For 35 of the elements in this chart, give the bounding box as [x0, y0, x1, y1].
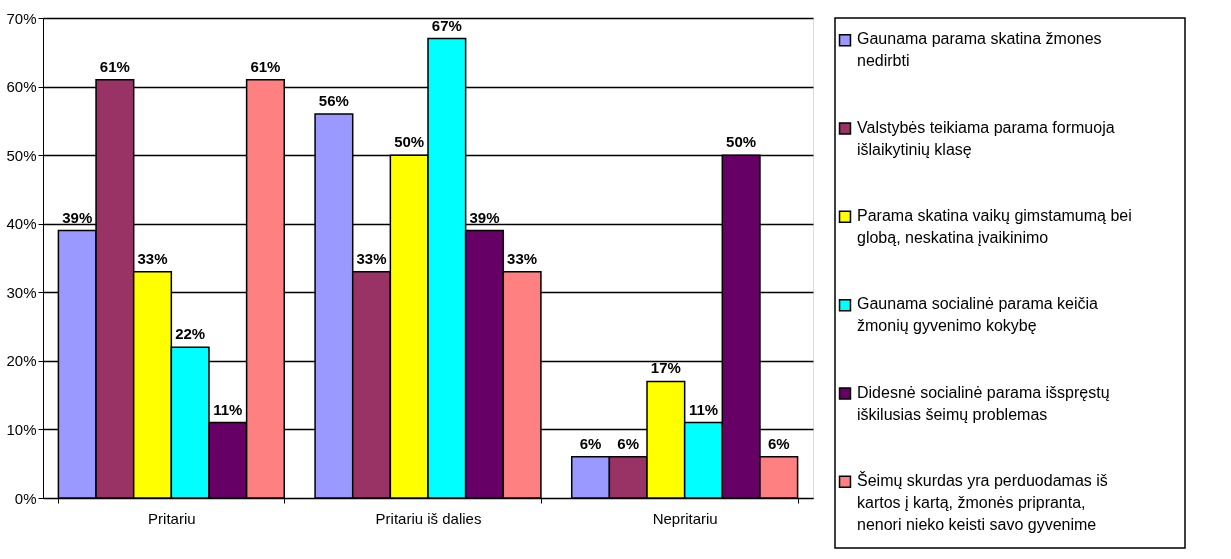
data-label: 61% [99, 57, 130, 75]
data-label: 6% [579, 434, 602, 452]
data-label: 6% [617, 434, 640, 452]
data-label: 6% [767, 434, 790, 452]
data-label: 39% [469, 208, 500, 226]
data-label: 61% [250, 57, 281, 75]
data-label: 56% [318, 92, 349, 109]
data-label: 33% [507, 249, 538, 267]
y-tick-label: 40% [6, 215, 37, 233]
legend-label: Gaunama parama skatina žmones nedirbti [857, 30, 1102, 70]
legend-label: Gaunama socialinė parama keičia žmonių gyvenimo kokybę [857, 295, 1099, 335]
x-tick-label: Pritariu [148, 509, 196, 527]
y-tick-label: 50% [6, 146, 37, 164]
legend-label: Šeimų skurdas yra perduodamas iš kartos į kartą, žmonės pripranta, nenori nieko keisti savo gyvenime [857, 470, 1108, 533]
legend-label: Didesnė socialinė parama išspręstų iškilusias šeimų problemas [857, 383, 1110, 423]
legend-label: Valstybės teikiama parama formuoja išlaikytinių klasę [857, 118, 1115, 158]
data-label: 11% [688, 400, 719, 418]
data-label: 22% [175, 325, 206, 343]
y-tick-label: 20% [6, 352, 37, 370]
x-tick-label: Nepritariu [652, 509, 718, 527]
data-label: 33% [356, 249, 387, 267]
data-label: 50% [394, 133, 425, 151]
data-label: 39% [62, 208, 93, 226]
legend-label: Parama skatina vaikų gimstamumą bei globą, neskatina įvaikinimo [857, 206, 1132, 246]
y-tick-label: 0% [14, 489, 37, 507]
y-tick-label: 10% [6, 420, 37, 438]
y-tick-label: 60% [6, 78, 37, 96]
data-label: 17% [650, 359, 681, 377]
data-label: 67% [431, 16, 462, 34]
data-label: 50% [726, 133, 757, 151]
y-tick-label: 70% [6, 9, 37, 27]
y-tick-label: 30% [6, 283, 37, 301]
x-tick-label: Pritariu iš dalies [375, 509, 482, 527]
data-label: 33% [137, 249, 168, 267]
data-label: 11% [213, 400, 243, 418]
